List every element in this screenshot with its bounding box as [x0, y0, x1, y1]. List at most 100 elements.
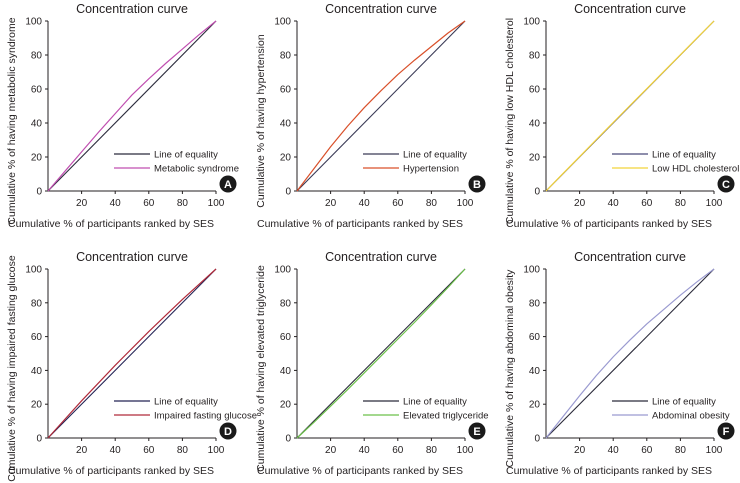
series-line-curve: [47, 268, 217, 439]
legend-entry: Line of equality: [154, 397, 218, 408]
y-tick-label: 80: [31, 298, 43, 309]
legend-entry: Line of equality: [652, 397, 716, 408]
y-axis-label: Cumulative % of having abdominal obesity: [504, 269, 516, 468]
legend-entry: Abdominal obesity: [652, 411, 730, 422]
series-line-curve: [47, 20, 217, 192]
x-tick-label: 20: [574, 198, 586, 209]
x-tick-label: 80: [426, 198, 438, 209]
x-axis-label: Cumulative % of participants ranked by S…: [506, 218, 712, 230]
series-line-equality: [545, 268, 715, 439]
y-axis-label: Cumulative % of having elevated triglyce…: [255, 265, 267, 472]
chart-title: Concentration curve: [325, 2, 437, 16]
y-tick-label: 100: [523, 265, 540, 276]
x-tick-label: 20: [325, 198, 337, 209]
y-tick-label: 80: [280, 51, 292, 62]
x-tick-label: 20: [76, 198, 88, 209]
chart-title: Concentration curve: [76, 2, 188, 16]
chart-panel-d: Concentration curve 0 20 40 60 80 100 20 40 60 80 1…: [6, 250, 257, 482]
y-tick-label: 0: [285, 187, 291, 198]
chart-title: Concentration curve: [325, 250, 437, 264]
y-tick-label: 40: [529, 119, 541, 130]
legend-entry: Line of equality: [403, 150, 467, 161]
series-line-equality: [47, 268, 217, 439]
chart-panel-f: Concentration curve 0 20 40 60 80 100 20 40 60 80 1…: [504, 250, 735, 477]
legend-entry: Line of equality: [403, 397, 467, 408]
y-tick-label: 60: [280, 332, 292, 343]
x-tick-label: 100: [706, 198, 723, 209]
y-tick-label: 80: [529, 298, 541, 309]
y-tick-label: 40: [31, 119, 43, 130]
chart-panel-b: Concentration curve 0 20 40 60 80 100 20 40 60 80 1…: [255, 2, 486, 230]
y-tick-label: 100: [25, 265, 42, 276]
x-axis-label: Cumulative % of participants ranked by S…: [8, 465, 214, 477]
series-line-curve: [296, 268, 466, 439]
x-axis-label: Cumulative % of participants ranked by S…: [8, 218, 214, 230]
y-tick-label: 80: [529, 51, 541, 62]
y-axis-label: Cumulative % of having low HDL cholester…: [504, 18, 516, 224]
y-tick-label: 60: [280, 85, 292, 96]
legend-entry: Impaired fasting glucose: [154, 411, 257, 422]
panel-badge-label: F: [723, 426, 730, 438]
x-tick-label: 40: [110, 198, 122, 209]
y-axis-label: Cumulative % of having metabolic syndrom…: [6, 17, 18, 224]
y-tick-label: 100: [274, 17, 291, 28]
panel-badge-label: A: [224, 179, 232, 191]
y-tick-label: 20: [31, 400, 43, 411]
panel-badge-label: D: [224, 426, 232, 438]
legend-entry: Elevated triglyceride: [403, 411, 489, 422]
legend-entry: Hypertension: [403, 164, 459, 175]
panel-badge-label: B: [473, 179, 481, 191]
chart-panel-a: Concentration curve 0 20 40 60 80 100 20 40 60 80 1…: [6, 2, 239, 230]
y-tick-label: 80: [280, 298, 292, 309]
panel-badge: [717, 175, 735, 193]
x-tick-label: 40: [608, 198, 620, 209]
panel-badge: [468, 422, 486, 440]
y-tick-label: 100: [523, 17, 540, 28]
legend-entry: Line of equality: [652, 150, 716, 161]
y-tick-label: 60: [529, 85, 541, 96]
x-tick-label: 100: [208, 198, 225, 209]
panel-badge-label: C: [722, 179, 730, 191]
x-tick-label: 60: [392, 445, 404, 456]
y-tick-label: 20: [280, 153, 292, 164]
y-tick-label: 100: [25, 17, 42, 28]
y-tick-label: 0: [534, 187, 540, 198]
y-tick-label: 0: [285, 434, 291, 445]
series-line-equality: [47, 20, 217, 192]
panel-badge: [219, 422, 237, 440]
y-tick-label: 40: [280, 366, 292, 377]
y-tick-label: 80: [31, 51, 43, 62]
legend-entry: Line of equality: [154, 150, 218, 161]
panel-badge: [468, 175, 486, 193]
legend-entry: Low HDL cholesterol: [652, 164, 739, 175]
x-tick-label: 40: [359, 445, 371, 456]
x-tick-label: 20: [325, 445, 337, 456]
y-tick-label: 0: [36, 187, 42, 198]
x-tick-label: 80: [675, 198, 687, 209]
y-tick-label: 40: [529, 366, 541, 377]
y-tick-label: 40: [31, 366, 43, 377]
x-tick-label: 40: [608, 445, 620, 456]
x-axis-label: Cumulative % of participants ranked by S…: [257, 218, 463, 230]
x-axis-label: Cumulative % of participants ranked by S…: [506, 465, 712, 477]
series-line-equality: [296, 268, 466, 439]
x-tick-label: 60: [641, 198, 653, 209]
x-tick-label: 100: [208, 445, 225, 456]
x-tick-label: 60: [143, 445, 155, 456]
y-tick-label: 40: [280, 119, 292, 130]
x-tick-label: 20: [574, 445, 586, 456]
y-tick-label: 20: [529, 153, 541, 164]
y-axis-label: Cumulative % of having hypertension: [255, 34, 267, 208]
x-tick-label: 80: [177, 198, 189, 209]
x-tick-label: 80: [675, 445, 687, 456]
y-tick-label: 0: [534, 434, 540, 445]
x-tick-label: 60: [392, 198, 404, 209]
x-tick-label: 40: [359, 198, 371, 209]
chart-title: Concentration curve: [574, 2, 686, 16]
x-tick-label: 80: [426, 445, 438, 456]
series-line-curve: [545, 20, 715, 192]
x-tick-label: 100: [457, 198, 474, 209]
y-tick-label: 100: [274, 265, 291, 276]
